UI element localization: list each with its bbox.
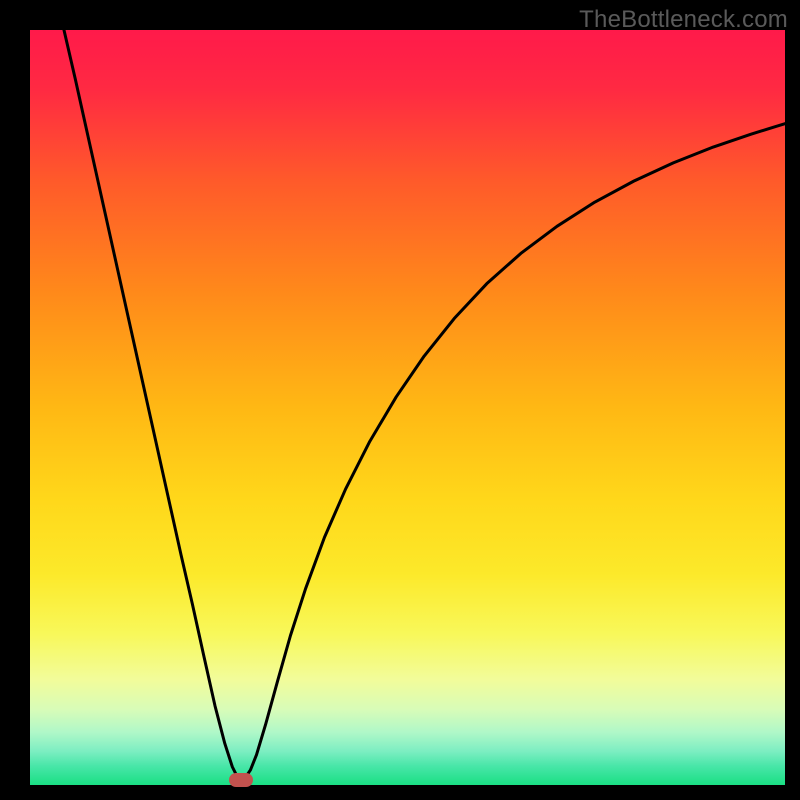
minimum-marker bbox=[229, 773, 253, 787]
gradient-background bbox=[30, 30, 785, 785]
watermark-text: TheBottleneck.com bbox=[579, 6, 788, 34]
bottleneck-chart bbox=[30, 30, 785, 785]
